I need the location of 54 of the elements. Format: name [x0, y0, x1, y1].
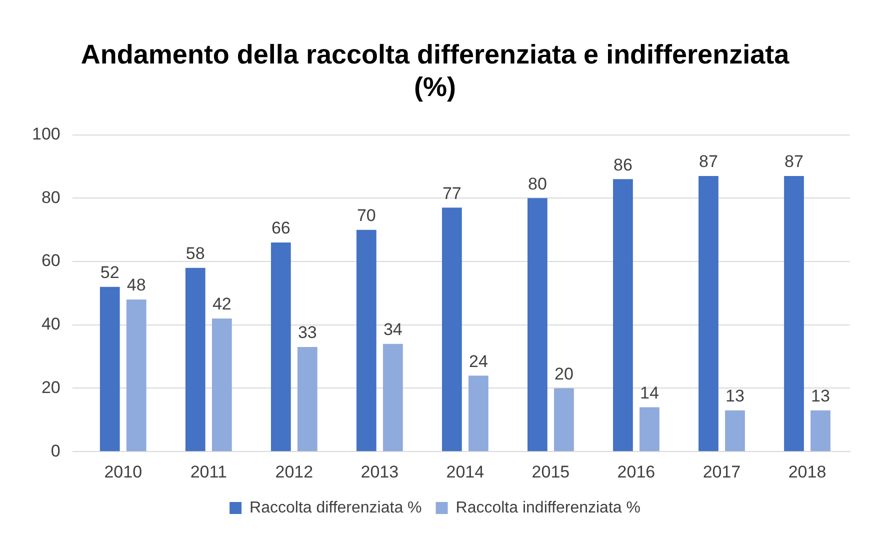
bar — [442, 208, 462, 452]
x-tick-label: 2014 — [446, 462, 484, 482]
data-label: 13 — [726, 386, 744, 406]
bar — [725, 410, 745, 452]
bar — [382, 344, 403, 452]
data-label: 66 — [271, 218, 290, 238]
y-tick-label: 100 — [32, 124, 60, 144]
bar — [297, 347, 318, 452]
bar — [528, 198, 548, 452]
bar — [640, 407, 660, 452]
data-label: 33 — [298, 323, 317, 342]
x-tick-label: 2010 — [104, 462, 142, 482]
x-tick-label: 2013 — [360, 462, 399, 482]
x-tick-label: 2012 — [275, 462, 314, 482]
data-label: 86 — [613, 155, 632, 174]
data-label: 80 — [528, 174, 547, 194]
bar — [698, 176, 718, 452]
y-tick-label: 0 — [50, 441, 60, 460]
y-tick-label: 80 — [41, 188, 60, 207]
bar — [185, 268, 206, 452]
legend-label: Raccolta indifferenziata % — [456, 499, 640, 516]
bar — [810, 410, 830, 452]
x-tick-label: 2011 — [190, 462, 227, 482]
bar — [356, 230, 376, 452]
bar — [270, 242, 291, 452]
bar — [126, 300, 146, 452]
data-label: 70 — [356, 206, 376, 226]
data-label: 58 — [186, 244, 205, 264]
data-label: 20 — [554, 364, 574, 384]
bar — [554, 388, 574, 452]
x-tick-label: 2018 — [788, 462, 826, 482]
bar — [468, 376, 488, 452]
chart-title: Andamento della raccolta differenziata e indifferenziata (%) — [80, 40, 790, 102]
data-label: 24 — [468, 352, 488, 371]
y-tick-label: 40 — [41, 314, 60, 334]
bar — [212, 318, 232, 452]
data-label: 87 — [699, 152, 718, 172]
bar — [100, 286, 120, 452]
data-label: 34 — [383, 320, 402, 340]
x-tick-label: 2017 — [702, 462, 741, 482]
legend-label: Raccolta differenziata % — [250, 499, 422, 516]
data-label: 48 — [126, 276, 146, 295]
bar — [784, 176, 804, 452]
data-label: 52 — [100, 263, 120, 282]
data-label: 13 — [811, 386, 830, 406]
data-label: 42 — [212, 294, 232, 314]
data-label: 14 — [640, 383, 659, 402]
bar — [613, 179, 633, 452]
data-label: 87 — [784, 152, 804, 172]
x-tick-label: 2016 — [617, 462, 656, 482]
y-tick-label: 60 — [41, 251, 60, 270]
data-label: 77 — [442, 184, 462, 203]
x-tick-label: 2015 — [532, 462, 570, 482]
y-tick-label: 20 — [41, 378, 60, 397]
